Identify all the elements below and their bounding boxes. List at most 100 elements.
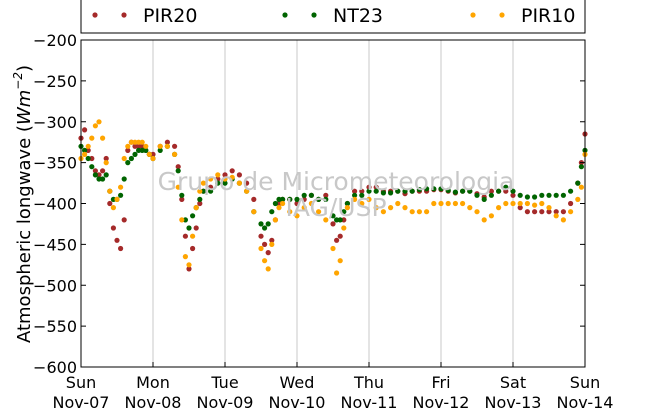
data-point xyxy=(190,245,196,252)
data-point xyxy=(150,151,156,157)
data-point xyxy=(568,188,574,194)
data-point xyxy=(193,225,199,231)
data-point xyxy=(143,147,149,153)
data-point xyxy=(139,143,145,149)
data-point xyxy=(409,209,415,215)
x-tick-label-date: Nov-14 xyxy=(557,393,614,409)
data-point xyxy=(341,209,347,215)
data-point xyxy=(272,217,278,223)
y-axis-title-exp: −2 xyxy=(11,72,25,90)
data-point xyxy=(89,164,95,170)
data-point xyxy=(510,200,516,207)
data-point xyxy=(481,196,487,202)
x-tick-label-date: Nov-09 xyxy=(197,393,254,409)
data-point xyxy=(330,245,336,252)
data-point xyxy=(197,188,203,194)
data-point xyxy=(114,237,120,243)
data-point xyxy=(539,192,545,198)
data-point xyxy=(330,213,336,219)
data-point xyxy=(294,200,300,207)
legend-entry-pir10: PIR10 xyxy=(470,5,575,27)
y-tick-label: −500 xyxy=(33,276,77,295)
data-point xyxy=(208,176,214,182)
data-point xyxy=(229,168,235,174)
data-point xyxy=(82,127,88,133)
data-point xyxy=(467,205,473,211)
data-point xyxy=(323,192,329,198)
data-point xyxy=(276,200,282,207)
data-point xyxy=(532,202,538,208)
data-point xyxy=(373,184,379,190)
data-point xyxy=(157,143,163,149)
data-point xyxy=(179,192,185,198)
y-axis: −600 −550 −500 −450 −400 −350 −300 −250 −200 xyxy=(33,31,585,377)
data-point xyxy=(193,205,199,211)
y-tick-label: −600 xyxy=(33,358,77,377)
data-point xyxy=(136,143,142,149)
data-point xyxy=(334,237,340,243)
data-point xyxy=(100,176,106,182)
data-point xyxy=(323,217,329,223)
data-point xyxy=(301,205,307,211)
data-point xyxy=(287,209,293,215)
x-tick-label-day: Tue xyxy=(210,373,238,392)
data-point xyxy=(575,196,581,202)
data-point xyxy=(85,143,91,149)
watermark-line-2: IAG/USP xyxy=(285,193,386,222)
data-point xyxy=(488,213,494,219)
data-points xyxy=(78,119,588,276)
data-point xyxy=(416,209,422,215)
data-point xyxy=(128,139,134,145)
data-point xyxy=(445,200,451,207)
data-point xyxy=(316,196,322,202)
data-point xyxy=(341,217,347,223)
data-point xyxy=(146,151,152,157)
data-point xyxy=(452,200,458,207)
data-point xyxy=(388,190,394,196)
data-point xyxy=(560,192,567,198)
data-point xyxy=(517,192,523,198)
data-point xyxy=(438,200,444,207)
data-point xyxy=(344,205,350,211)
data-point xyxy=(186,266,192,272)
data-point xyxy=(276,205,282,211)
watermark-line-1: Grupo de Micrometeorologia xyxy=(158,167,515,196)
x-tick-label-day: Sun xyxy=(66,373,96,392)
x-tick-label-date: Nov-08 xyxy=(125,393,182,409)
data-point xyxy=(532,194,538,200)
data-point xyxy=(416,187,422,193)
legend-entry-pir20: PIR20 xyxy=(92,5,197,27)
data-point xyxy=(424,209,430,215)
data-point xyxy=(103,155,109,162)
data-point xyxy=(341,225,347,231)
data-point xyxy=(121,155,127,162)
data-point xyxy=(575,180,581,186)
data-point xyxy=(244,188,250,194)
y-tick-label: −400 xyxy=(33,195,77,214)
data-point xyxy=(388,205,394,211)
data-point xyxy=(366,188,372,194)
data-point xyxy=(524,194,531,200)
x-tick-label-date: Nov-12 xyxy=(413,393,470,409)
data-point xyxy=(92,123,98,129)
data-point xyxy=(139,139,145,145)
data-point xyxy=(164,139,170,145)
data-point xyxy=(85,147,91,153)
data-point xyxy=(402,188,408,194)
data-point xyxy=(125,143,131,149)
data-point xyxy=(467,188,473,194)
data-point xyxy=(301,196,307,202)
data-point xyxy=(560,217,567,223)
data-point xyxy=(157,147,163,153)
data-point xyxy=(139,147,145,153)
x-tick-label-day: Mon xyxy=(136,373,170,392)
data-point xyxy=(222,176,228,182)
data-point xyxy=(496,205,502,211)
plot-area xyxy=(81,40,585,367)
data-point xyxy=(125,147,131,153)
data-point xyxy=(172,151,178,157)
data-point xyxy=(179,217,185,223)
y-axis-title-var: Wm xyxy=(14,90,35,125)
data-point xyxy=(222,180,228,186)
